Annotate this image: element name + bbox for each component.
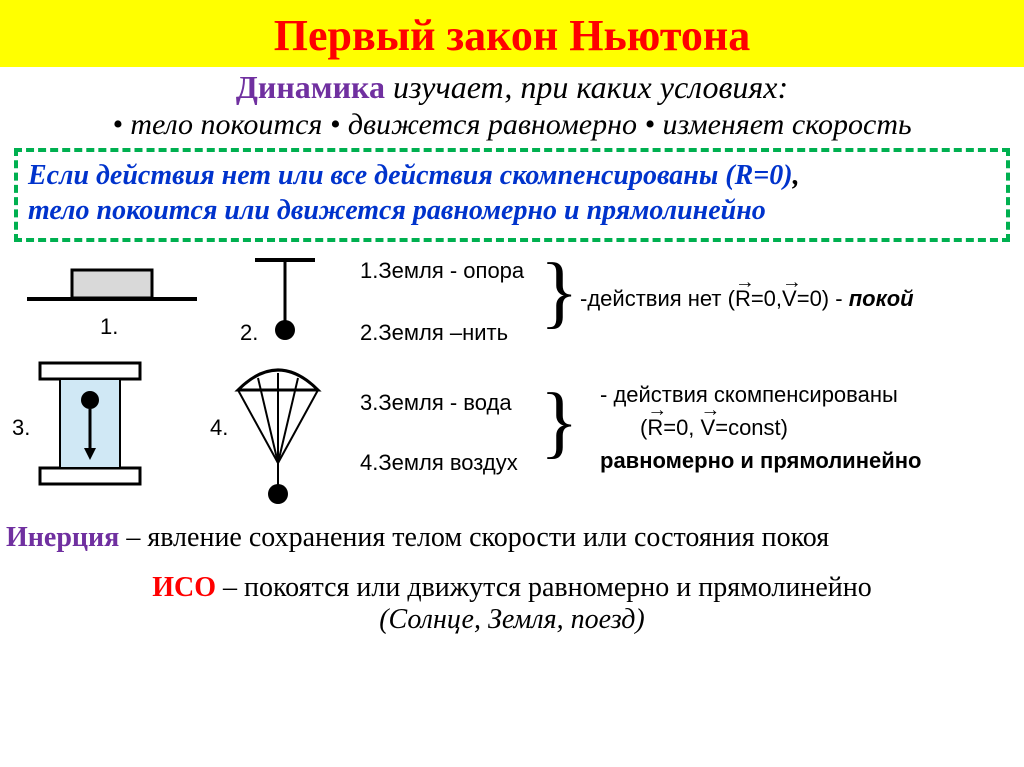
result-2: - действия скомпенсированы (R=0, V=const… [600,378,921,477]
diagram-2-num: 2. [240,320,258,346]
inertia-tail: – явление сохранения телом скорости или … [119,522,829,553]
subtitle: Динамика изучает, при каких условиях: [0,69,1024,106]
iso-tail: (Солнце, Земля, поезд) [379,604,645,635]
subtitle-lead: Динамика [236,69,385,105]
diagram-4-icon [218,358,338,508]
diagram-3-num: 3. [12,415,30,441]
r1b: =0, [751,286,782,311]
r2e: равномерно и прямолинейно [600,448,921,473]
diagram-1-num: 1. [100,314,118,340]
diagram-3-icon [30,358,150,498]
vec-R2: R [647,411,663,444]
title-bar: Первый закон Ньютона [0,0,1024,67]
r1a: -действия нет ( [580,286,735,311]
iso-definition: ИСО – покоятся или движутся равномерно и… [0,572,1024,636]
brace-1-icon: } [540,252,578,332]
inertia-lead: Инерция [6,522,119,553]
r2a: - действия скомпенсированы [600,382,898,407]
inertia-definition: Инерция – явление сохранения телом скоро… [6,522,1018,554]
law-line1a: Если действия нет или все действия скомп… [28,160,793,191]
brace-2-icon: } [540,382,578,462]
label-3: 3.Земля - вода [360,390,512,416]
label-2: 2.Земля –нить [360,320,508,346]
r2c: =0, [663,415,700,440]
diagram-area: 1. 2. 3. 4. 1.Земля - опора 2.Земля –нит… [0,250,1024,510]
vec-R1: R [735,286,751,312]
law-line2: тело покоится или движется равномерно и … [28,195,766,226]
r2d: =const) [715,415,788,440]
vec-V1: V [782,286,797,312]
page-title: Первый закон Ньютона [0,10,1024,61]
iso-mid: – покоятся или движутся равномерно и пря… [216,572,872,603]
bullets-line: • тело покоится • движется равномерно • … [0,108,1024,142]
law-box: Если действия нет или все действия скомп… [14,148,1010,242]
r2b: ( [640,415,647,440]
label-1: 1.Земля - опора [360,258,524,284]
law-line1b: , [793,160,800,191]
result-1: -действия нет (R=0,V=0) - покой [580,286,914,312]
iso-lead: ИСО [152,572,216,603]
label-4: 4.Земля воздух [360,450,518,476]
r1d: покой [849,286,914,311]
r1c: =0) - [797,286,849,311]
vec-V2: V [701,411,716,444]
diagram-4-num: 4. [210,415,228,441]
subtitle-tail: изучает, при каких условиях: [385,69,788,105]
